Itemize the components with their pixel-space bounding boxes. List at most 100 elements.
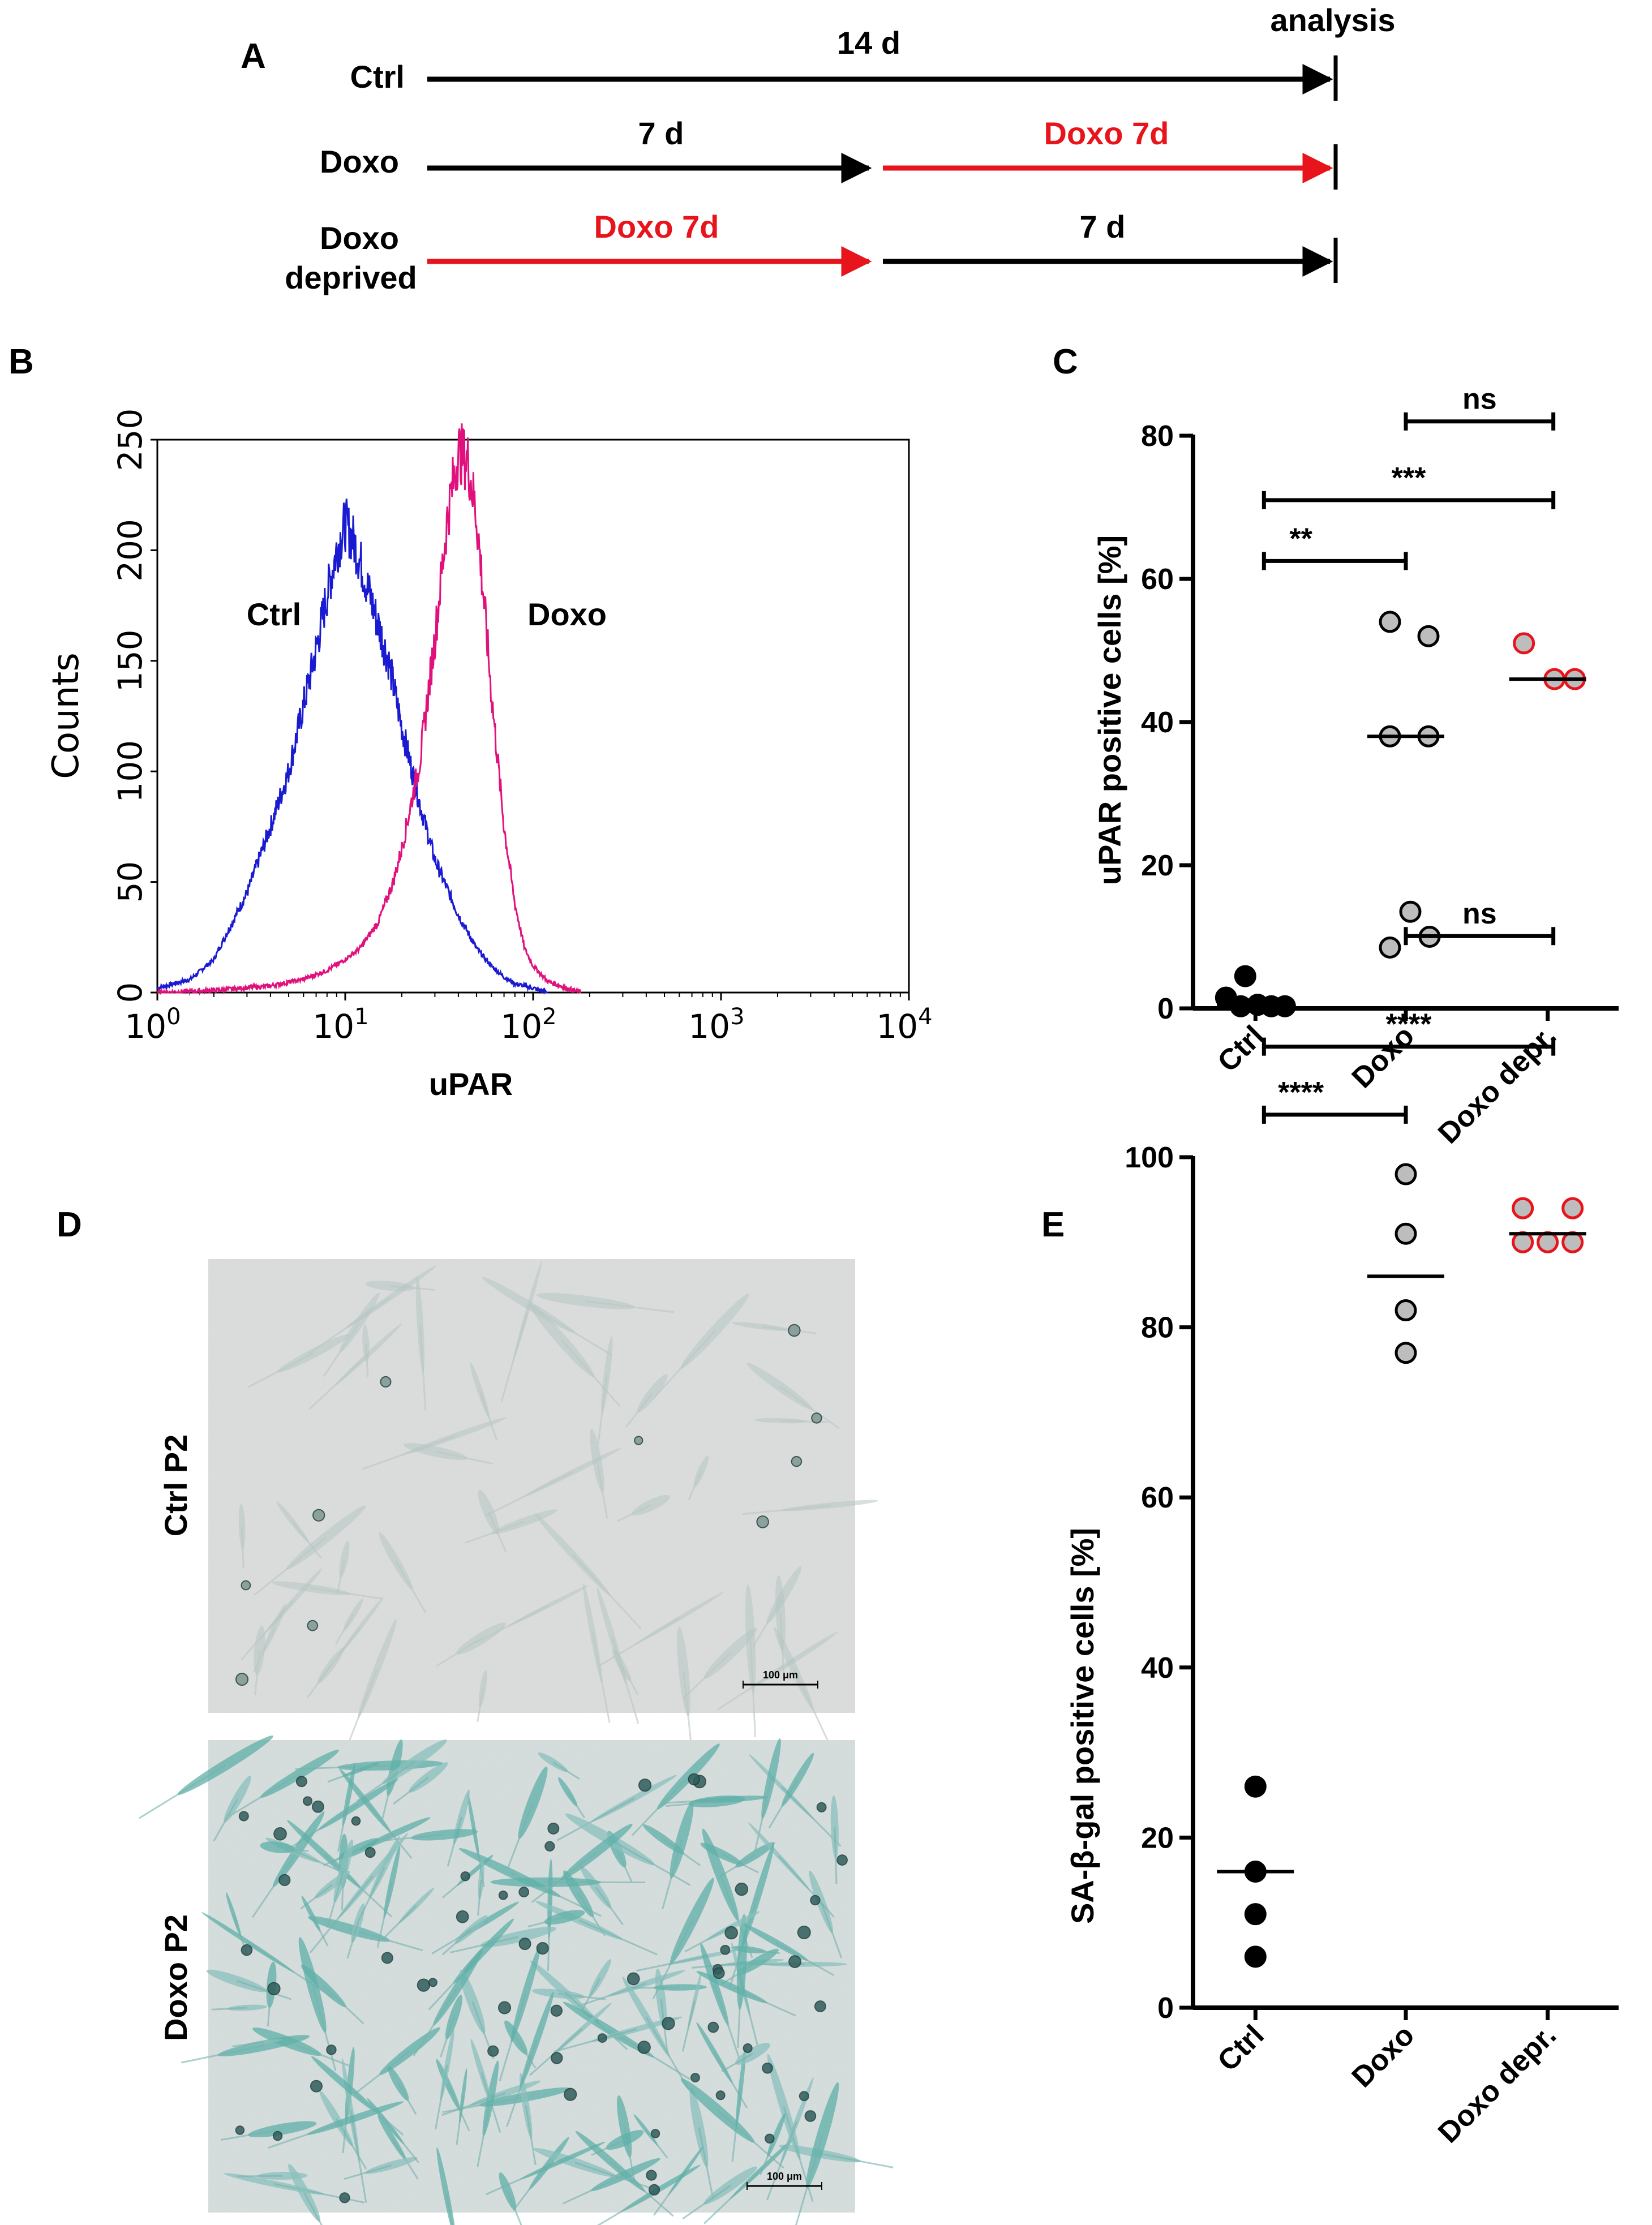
cell-process	[277, 1846, 309, 1852]
cell-process	[291, 1521, 323, 1560]
data-point	[1379, 936, 1401, 959]
cell-process	[477, 2098, 492, 2167]
cell-process	[303, 2192, 323, 2225]
y-tick-label: 60	[1141, 563, 1174, 596]
cell-nucleus	[238, 1811, 249, 1822]
cell-nucleus	[720, 1944, 731, 1955]
cell-nucleus	[637, 2041, 651, 2054]
cell-process	[585, 1300, 675, 1313]
row-label-doxo-deprived-1: Doxo	[320, 220, 399, 256]
cell-process	[327, 1870, 345, 1928]
analysis-label: analysis	[1270, 2, 1395, 38]
cell-nucleus	[816, 1802, 827, 1812]
cell-process	[752, 1594, 785, 1647]
cell-process	[684, 1925, 733, 1953]
y-tick-label: 150	[111, 629, 149, 692]
x-tick-exponent: 0	[166, 1004, 181, 1030]
cell-process	[376, 1882, 393, 1948]
cell-nucleus	[814, 2000, 826, 2012]
cell-process	[346, 1922, 359, 1959]
cell-process	[561, 1340, 621, 1407]
cell-process	[737, 1961, 743, 2048]
y-tick-label: 40	[1141, 1652, 1174, 1685]
data-point	[1244, 1945, 1267, 1968]
histogram-y-label: Counts	[45, 652, 87, 779]
panel-label-b: B	[8, 342, 34, 381]
cell-nucleus	[762, 2062, 773, 2074]
significance-label: ns	[1462, 383, 1497, 416]
cell-process	[742, 1504, 830, 1515]
cell-process	[766, 2120, 798, 2201]
cell-nucleus	[788, 1955, 801, 1968]
cell-process	[531, 1851, 597, 1903]
cell-process	[819, 2153, 894, 2168]
micrograph-doxo: 100 μm	[139, 1735, 894, 2225]
data-point	[1394, 1163, 1417, 1185]
x-tick-label: 104	[876, 1004, 932, 1046]
cell-process	[335, 2118, 367, 2170]
scale-bar-doxo-label: 100 μm	[767, 2171, 802, 2182]
x-tick-exponent: 3	[730, 1004, 744, 1030]
cell-process	[324, 1854, 393, 1918]
cell-process	[556, 1797, 635, 1841]
panel-label-d: D	[57, 1205, 82, 1244]
cell-process	[251, 1849, 299, 1918]
x-tick-label: 102	[500, 1004, 556, 1046]
cell-process	[357, 1760, 415, 1802]
x-tick-exponent: 1	[354, 1004, 368, 1030]
data-point	[1394, 1342, 1417, 1364]
cell-process	[779, 1385, 840, 1429]
panel-label-a: A	[241, 37, 266, 76]
cell-process	[580, 1977, 601, 2012]
cell-process	[413, 1987, 459, 2057]
cell-nucleus	[310, 2080, 323, 2093]
cell-process	[653, 1330, 716, 1399]
cell-process	[616, 1504, 651, 1522]
cell-process	[337, 1794, 350, 1852]
cell-process	[384, 1833, 445, 1841]
cell-process	[754, 1778, 772, 1852]
cell-nucleus	[650, 2129, 660, 2138]
cell-nucleus	[804, 2110, 817, 2122]
cell-nucleus	[627, 1972, 640, 1986]
y-tick-label: 0	[1157, 1992, 1174, 2025]
cell-process	[547, 1898, 551, 1971]
y-tick-label: 20	[1141, 1822, 1174, 1854]
y-tick-label: 50	[111, 861, 149, 903]
cell-process	[440, 2017, 455, 2058]
cell-process	[621, 1664, 639, 1695]
histogram-legend-doxo: Doxo	[527, 596, 607, 632]
x-tick-label: Doxo	[1346, 2018, 1421, 2094]
cell-nucleus	[836, 1854, 848, 1866]
cell-nucleus	[713, 1967, 725, 1979]
cell-process	[749, 1639, 757, 1737]
cell-process	[780, 1786, 842, 1847]
cell-nucleus	[312, 1800, 324, 1813]
cell-process	[350, 2109, 367, 2203]
cell-process	[578, 1919, 658, 1956]
cell-nucleus	[634, 1436, 643, 1445]
y-tick-label: 80	[1141, 1312, 1174, 1345]
cell-nucleus	[339, 2192, 350, 2203]
scale-bar-ctrl-label: 100 μm	[763, 1669, 798, 1681]
x-tick-base: 10	[500, 1007, 542, 1046]
x-tick-exponent: 4	[918, 1004, 932, 1030]
cell-process	[337, 1559, 345, 1592]
cell-nucleus	[743, 2043, 753, 2054]
cell-nucleus	[597, 2033, 607, 2043]
cell-process	[529, 2028, 583, 2076]
cell-nucleus	[724, 1926, 738, 1940]
panel-label-e: E	[1041, 1205, 1065, 1244]
panel-label-c: C	[1053, 342, 1078, 381]
cell-nucleus	[797, 1926, 811, 1939]
cell-nucleus	[364, 1847, 376, 1858]
cell-nucleus	[791, 1455, 803, 1467]
cell-nucleus	[241, 1580, 251, 1591]
cell-process	[354, 2050, 410, 2094]
data-point	[1512, 1197, 1534, 1219]
cell-nucleus	[690, 2073, 700, 2082]
y-tick-label: 0	[111, 982, 149, 1003]
